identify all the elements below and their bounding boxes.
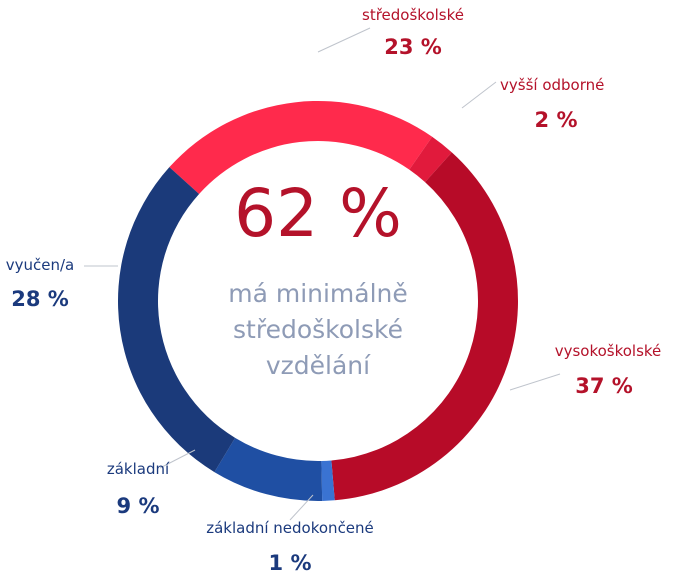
slice-value-4: 9 % (117, 494, 160, 518)
slice-label-2: vysokoškolské (555, 342, 662, 360)
donut-slices (117, 101, 518, 501)
leader-line-0 (317, 27, 371, 53)
donut-slice-0 (169, 101, 433, 194)
donut-slice-3 (321, 460, 335, 501)
donut-slice-1 (409, 136, 452, 183)
center-text-line-3: vzdělání (266, 351, 371, 380)
donut-slice-5 (117, 167, 236, 473)
leader-lines (84, 27, 561, 521)
slice-label-5: vyučen/a (6, 256, 75, 274)
center-text-line-1: má minimálně (228, 279, 408, 308)
slice-label-0: středoškolské (362, 6, 464, 24)
slice-value-3: 1 % (269, 551, 312, 575)
slice-labels: středoškolské 23 % vyšší odborné 2 % vysokoš… (6, 6, 662, 575)
slice-label-1: vyšší odborné (500, 76, 604, 94)
center-text-line-2: středoškolské (233, 315, 403, 344)
leader-line-1 (461, 81, 497, 109)
donut-slice-4 (214, 437, 323, 501)
donut-slice-2 (331, 152, 518, 501)
leader-line-2 (509, 373, 561, 391)
leader-line-4 (159, 449, 196, 469)
leader-line-3 (289, 494, 314, 521)
slice-label-3: základní nedokončené (206, 519, 374, 537)
slice-value-1: 2 % (535, 108, 578, 132)
slice-value-2: 37 % (575, 374, 633, 398)
center-value: 62 % (234, 175, 402, 252)
slice-value-5: 28 % (11, 287, 69, 311)
slice-label-4: základní (107, 460, 170, 478)
slice-value-0: 23 % (384, 35, 442, 59)
